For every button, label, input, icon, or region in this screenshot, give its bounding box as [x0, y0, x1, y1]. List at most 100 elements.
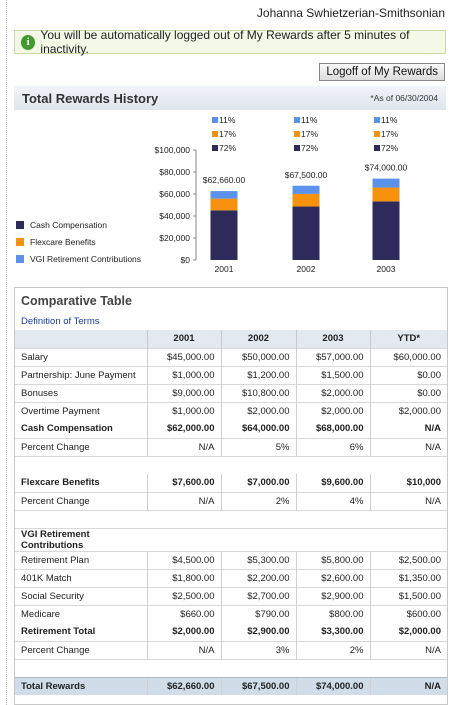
- comparative-table-title: Comparative Table: [21, 294, 132, 308]
- percent-swatch: [294, 145, 300, 151]
- table-row: Retirement Total $2,000.00 $2,900.00 $3,300…: [15, 623, 447, 641]
- cell-value: $0.00: [369, 383, 447, 402]
- cell-value: $62,660.00: [146, 676, 221, 695]
- rewards-history-chart: $0 $20,000 $40,000 $60,000 $80,000 $100,000 $6…: [155, 115, 408, 274]
- rewards-history-header: Total Rewards History *As of 06/30/2004: [14, 86, 446, 110]
- cell-value: $1,000.00: [146, 365, 221, 384]
- y-tick-label: $20,000: [159, 233, 190, 243]
- cell-value: $60,000.00: [369, 347, 447, 366]
- cell-value: N/A: [369, 491, 447, 510]
- cell-value: $2,000.00: [369, 623, 447, 641]
- cell-value: [147, 455, 221, 474]
- table-row: Bonuses $9,000.00 $10,800.00 $2,000.00 $0.00: [15, 383, 447, 402]
- cell-value: $3,300.00: [295, 623, 370, 641]
- row-label: Overtime Payment: [15, 401, 147, 420]
- table-row: [15, 455, 447, 474]
- legend-item-cash: Cash Compensation: [16, 216, 141, 233]
- table-row: Percent Change N/A 3% 2% N/A: [15, 640, 447, 659]
- cell-value: $4,500.00: [146, 550, 221, 569]
- cell-value: $2,900.00: [295, 586, 370, 605]
- cell-value: N/A: [146, 437, 221, 456]
- bar-segment-cash-compensation: [210, 210, 238, 260]
- cell-value: $2,000.00: [220, 401, 296, 420]
- cell-value: $57,000.00: [295, 347, 370, 366]
- cell-value: 2%: [220, 491, 296, 510]
- cell-value: $64,000.00: [220, 420, 296, 438]
- y-tick-label: $80,000: [159, 167, 190, 177]
- cell-value: $68,000.00: [295, 420, 370, 438]
- table-row: Retirement Plan $4,500.00 $5,300.00 $5,800.…: [15, 550, 447, 569]
- y-tick-label: $60,000: [159, 189, 190, 199]
- cell-value: 2%: [295, 640, 370, 659]
- table-row: Overtime Payment $1,000.00 $2,000.00 $2,000…: [15, 401, 447, 420]
- cell-value: $600.00: [369, 604, 447, 623]
- cell-value: $5,300.00: [220, 550, 296, 569]
- cell-value: $660.00: [146, 604, 221, 623]
- cell-value: $5,800.00: [295, 550, 370, 569]
- table-row: Partnership: June Payment $1,000.00 $1,200…: [15, 365, 447, 384]
- cell-value: $1,500.00: [369, 586, 447, 605]
- info-icon: i: [21, 34, 36, 50]
- row-label: VGI Retirement Contributions: [15, 527, 147, 551]
- percent-label: 11%: [301, 115, 318, 125]
- bar-segment-flexcare-benefits: [372, 187, 400, 202]
- notice-text: You will be automatically logged out of …: [40, 28, 410, 56]
- cell-value: [221, 509, 296, 528]
- percent-label: 72%: [301, 143, 318, 153]
- bar-segment-cash-compensation: [292, 206, 320, 260]
- percent-swatch: [374, 131, 380, 137]
- bar-total-label: $67,500.00: [285, 170, 328, 180]
- table-row: Social Security $2,500.00 $2,700.00 $2,900.…: [15, 586, 447, 605]
- cell-value: $67,500.00: [220, 676, 296, 695]
- x-tick-label: 2003: [377, 264, 396, 274]
- cell-value: $2,700.00: [220, 586, 296, 605]
- column-header: 2001: [146, 330, 221, 348]
- cell-value: $10,800.00: [220, 383, 296, 402]
- table-row: Salary $45,000.00 $50,000.00 $57,000.00 $60,…: [15, 347, 447, 366]
- percent-swatch: [212, 117, 218, 123]
- row-label: Bonuses: [15, 383, 147, 402]
- logoff-button[interactable]: Logoff of My Rewards: [319, 63, 445, 81]
- legend-item-flexcare: Flexcare Benefits: [16, 233, 141, 250]
- cell-value: $7,600.00: [146, 474, 221, 492]
- table-row: Percent Change N/A 2% 4% N/A: [15, 491, 447, 510]
- cell-value: $790.00: [220, 604, 296, 623]
- table-row: 401K Match $1,800.00 $2,200.00 $2,600.00 $1,…: [15, 568, 447, 587]
- table-row: [15, 658, 447, 677]
- cell-value: 4%: [295, 491, 370, 510]
- cell-value: $9,600.00: [295, 474, 370, 492]
- percent-swatch: [374, 145, 380, 151]
- cell-value: $7,000.00: [220, 474, 296, 492]
- cell-value: $2,600.00: [295, 568, 370, 587]
- percent-label: 17%: [219, 129, 236, 139]
- cell-value: 5%: [220, 437, 296, 456]
- percent-label: 11%: [219, 115, 236, 125]
- table-row: [15, 509, 447, 528]
- column-header: 2003: [295, 330, 370, 348]
- percent-swatch: [374, 117, 380, 123]
- cell-value: N/A: [369, 640, 447, 659]
- y-tick-label: $0: [181, 255, 191, 265]
- cell-value: $1,500.00: [295, 365, 370, 384]
- legend-swatch: [16, 254, 24, 263]
- row-label: Flexcare Benefits: [21, 477, 100, 489]
- row-label: Medicare: [15, 604, 147, 623]
- cell-value: [221, 527, 296, 551]
- row-label: Social Security: [15, 586, 147, 605]
- comparative-table-panel: Comparative Table Definition of Terms 20…: [14, 287, 448, 705]
- cell-value: [296, 455, 370, 474]
- cell-value: $2,900.00: [220, 623, 296, 641]
- cell-value: [370, 658, 447, 677]
- chart-legend: Cash Compensation Flexcare Benefits VGI …: [16, 216, 141, 267]
- cell-value: $2,500.00: [146, 586, 221, 605]
- column-header: [15, 330, 147, 348]
- y-tick-label: $40,000: [159, 211, 190, 221]
- cell-value: N/A: [369, 420, 447, 438]
- percent-label: 17%: [301, 129, 318, 139]
- comparative-table: 2001 2002 2003 YTD* Salary $45,000.00 $50,…: [15, 330, 447, 695]
- percent-label: 11%: [381, 115, 398, 125]
- cell-value: $50,000.00: [220, 347, 296, 366]
- definition-of-terms-link[interactable]: Definition of Terms: [21, 316, 100, 327]
- legend-item-vgi: VGI Retirement Contributions: [16, 250, 141, 267]
- rewards-history-title: Total Rewards History: [22, 90, 159, 106]
